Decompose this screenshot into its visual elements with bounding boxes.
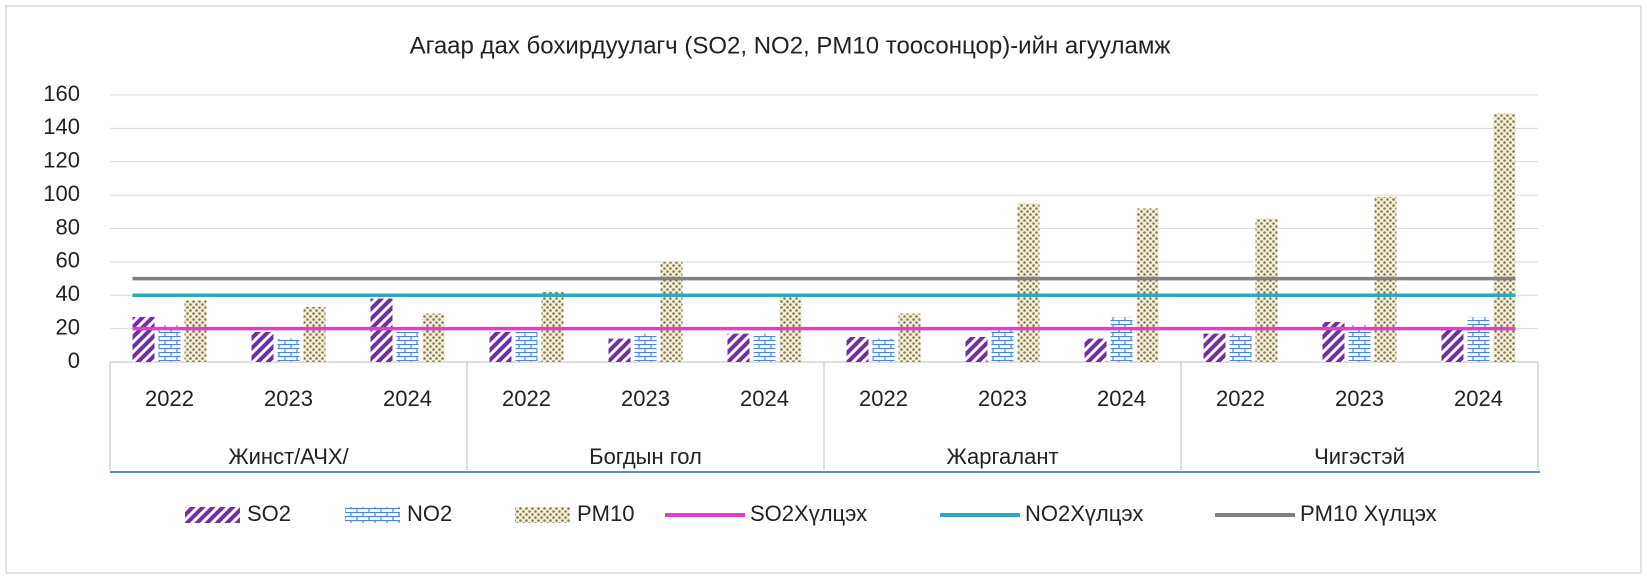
bar: [1203, 333, 1226, 362]
bar: [1348, 325, 1371, 362]
bar: [846, 336, 869, 362]
x-tick-label: 2024: [1454, 386, 1503, 411]
y-tick-label: 160: [43, 81, 80, 106]
bar: [1255, 218, 1278, 362]
bar: [965, 336, 988, 362]
x-tick-label: 2023: [621, 386, 670, 411]
x-tick-label: 2022: [1216, 386, 1265, 411]
x-tick-label: 2023: [264, 386, 313, 411]
legend-swatch: [515, 507, 570, 523]
y-tick-label: 20: [56, 314, 80, 339]
y-tick-label: 100: [43, 181, 80, 206]
legend-swatch: [345, 507, 400, 523]
bar: [1467, 316, 1490, 362]
y-tick-label: 40: [56, 281, 80, 306]
bar: [184, 300, 207, 362]
y-tick-label: 60: [56, 248, 80, 273]
bar: [1110, 316, 1133, 362]
legend-label: SO2: [247, 501, 291, 526]
x-tick-label: 2022: [859, 386, 908, 411]
legend-label: NO2: [407, 501, 452, 526]
bar: [727, 333, 750, 362]
bar: [132, 316, 155, 362]
bar: [753, 333, 776, 362]
bar: [872, 338, 895, 362]
bar: [277, 338, 300, 362]
x-tick-label: 2022: [502, 386, 551, 411]
bar: [660, 261, 683, 362]
x-tick-label: 2024: [740, 386, 789, 411]
chart-title: Агаар дах бохирдуулагч (SO2, NO2, PM10 т…: [410, 32, 1171, 59]
bar: [422, 313, 445, 362]
bar: [489, 331, 512, 362]
bar: [608, 338, 631, 362]
x-tick-label: 2024: [383, 386, 432, 411]
chart-frame: [5, 5, 1642, 574]
group-label: Чигэстэй: [1314, 444, 1405, 469]
bar: [396, 331, 419, 362]
legend-label: PM10 Хүлцэх: [1300, 501, 1437, 526]
bar: [515, 331, 538, 362]
bar: [1322, 321, 1345, 362]
legend-swatch: [185, 507, 240, 523]
bar: [158, 325, 181, 362]
x-tick-label: 2024: [1097, 386, 1146, 411]
group-label: Богдын гол: [589, 444, 702, 469]
bar: [1229, 333, 1252, 362]
bar: [1136, 208, 1159, 362]
bar: [991, 326, 1014, 362]
bar: [303, 306, 326, 362]
x-tick-label: 2023: [1335, 386, 1384, 411]
bar: [898, 313, 921, 362]
group-label: Жинст/АЧХ/: [228, 444, 349, 469]
legend-label: NO2Хүлцэх: [1025, 501, 1143, 526]
bar: [1017, 203, 1040, 362]
y-tick-label: 120: [43, 148, 80, 173]
y-tick-label: 0: [68, 348, 80, 373]
bar: [1493, 113, 1516, 362]
y-tick-label: 140: [43, 114, 80, 139]
x-tick-label: 2022: [145, 386, 194, 411]
legend-label: PM10: [577, 501, 634, 526]
group-label: Жаргалант: [946, 444, 1058, 469]
bar: [251, 331, 274, 362]
bar: [1441, 328, 1464, 362]
x-tick-label: 2023: [978, 386, 1027, 411]
bar: [634, 333, 657, 362]
bar: [1084, 338, 1107, 362]
legend-label: SO2Хүлцэх: [750, 501, 867, 526]
y-tick-label: 80: [56, 214, 80, 239]
